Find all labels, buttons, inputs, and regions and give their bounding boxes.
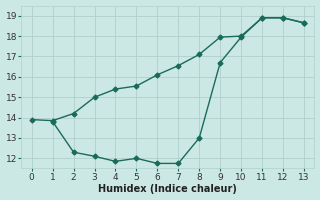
X-axis label: Humidex (Indice chaleur): Humidex (Indice chaleur) [98,184,237,194]
